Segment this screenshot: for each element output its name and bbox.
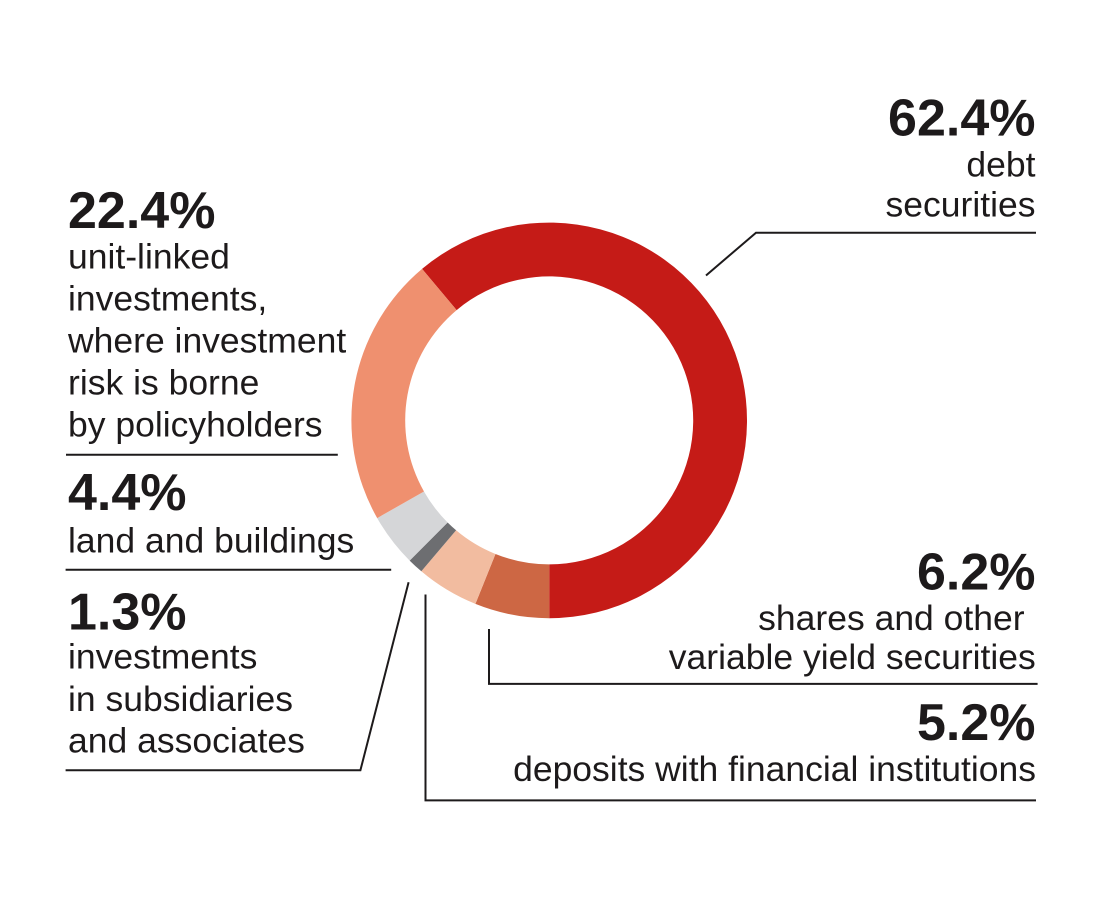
svg-text:62.4%: 62.4% [888,90,1035,148]
svg-text:4.4%: 4.4% [68,464,187,522]
svg-text:where investment: where investment [67,321,346,361]
svg-text:variable yield securities: variable yield securities [669,637,1036,677]
svg-text:investments: investments [68,637,257,677]
svg-text:by policyholders: by policyholders [68,405,323,445]
svg-text:6.2%: 6.2% [917,543,1036,601]
svg-text:22.4%: 22.4% [68,182,215,240]
svg-text:land and buildings: land and buildings [68,520,354,560]
svg-text:deposits with financial instit: deposits with financial institutions [513,749,1036,789]
svg-text:shares and other: shares and other [758,598,1025,638]
svg-text:in subsidiaries: in subsidiaries [68,679,293,719]
svg-text:unit-linked: unit-linked [68,237,230,277]
svg-text:investments,: investments, [68,279,267,319]
svg-text:debt: debt [966,144,1035,184]
svg-text:securities: securities [886,185,1036,225]
svg-text:5.2%: 5.2% [917,694,1036,752]
svg-text:and associates: and associates [68,721,305,761]
svg-text:1.3%: 1.3% [68,584,187,642]
svg-text:risk is borne: risk is borne [68,363,259,403]
